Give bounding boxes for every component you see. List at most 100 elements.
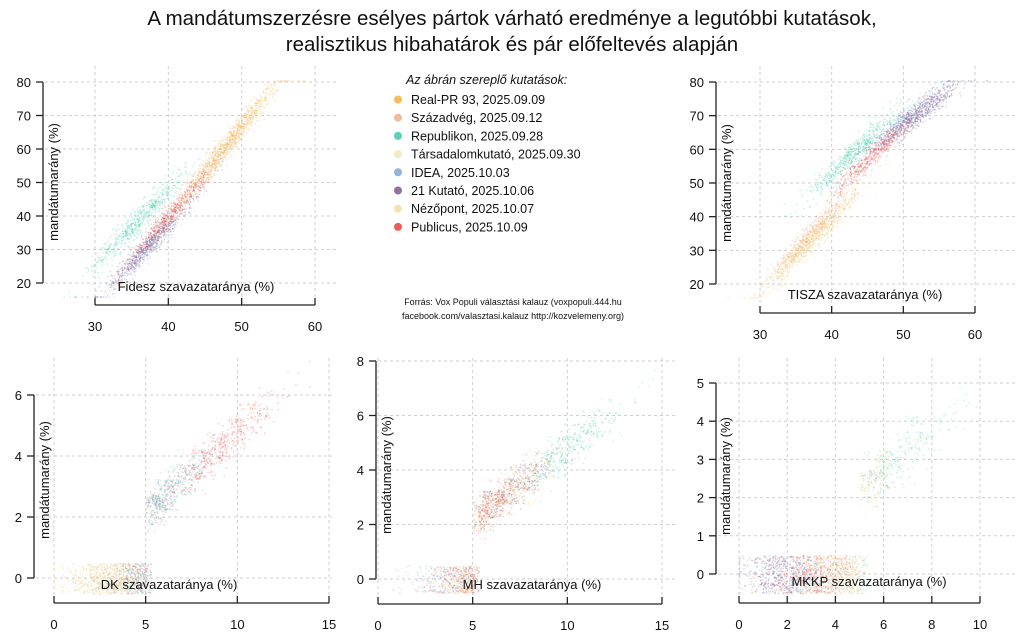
data-point — [763, 281, 765, 284]
data-point — [162, 194, 164, 196]
data-point — [129, 232, 131, 235]
data-point — [134, 249, 137, 251]
data-point — [233, 135, 236, 138]
data-point — [201, 184, 204, 186]
data-point — [123, 272, 125, 274]
data-point — [137, 263, 140, 265]
data-point — [230, 141, 232, 143]
data-point — [177, 211, 179, 214]
data-point — [152, 205, 154, 207]
data-point — [198, 176, 200, 178]
data-point — [199, 182, 201, 184]
data-point — [108, 251, 110, 253]
data-point — [209, 171, 211, 173]
data-point — [106, 251, 108, 253]
data-point — [74, 296, 76, 298]
data-point — [211, 160, 214, 162]
data-point — [233, 135, 235, 137]
data-point — [213, 148, 216, 150]
data-point — [280, 80, 282, 82]
data-point — [154, 240, 157, 243]
data-point — [97, 272, 100, 274]
data-point — [185, 201, 188, 203]
data-point — [142, 249, 145, 251]
data-point — [144, 254, 146, 256]
data-point — [848, 163, 850, 165]
data-point — [145, 241, 147, 243]
data-point — [229, 143, 232, 145]
data-point — [202, 167, 204, 170]
data-point — [232, 134, 234, 136]
data-point — [222, 151, 224, 153]
data-point — [210, 165, 212, 167]
data-point — [870, 137, 872, 140]
data-point — [143, 209, 145, 211]
data-point — [219, 143, 221, 145]
data-point — [835, 168, 837, 171]
data-point — [118, 235, 120, 237]
data-point — [232, 125, 235, 128]
data-point — [139, 211, 141, 213]
data-point — [125, 229, 127, 232]
data-point — [142, 209, 144, 212]
data-point — [188, 189, 191, 191]
data-point — [198, 193, 201, 195]
data-point — [160, 241, 163, 244]
data-point — [240, 123, 243, 125]
data-point — [124, 232, 127, 234]
data-point — [127, 266, 130, 269]
data-point — [87, 296, 89, 298]
data-point — [169, 228, 171, 230]
data-point — [201, 176, 203, 178]
data-point — [149, 242, 151, 244]
data-point — [171, 222, 173, 225]
data-point — [177, 218, 179, 220]
data-point — [154, 219, 156, 221]
data-point — [189, 185, 191, 187]
data-point — [134, 260, 137, 262]
data-point — [205, 152, 207, 155]
data-point — [150, 204, 152, 207]
data-point — [200, 177, 202, 180]
data-point — [184, 196, 187, 198]
data-point — [200, 171, 202, 174]
data-point — [116, 266, 119, 268]
data-point — [808, 223, 811, 226]
data-point — [241, 126, 243, 128]
data-point — [143, 212, 145, 214]
data-point — [143, 247, 145, 250]
data-point — [206, 170, 208, 173]
data-point — [202, 170, 205, 173]
data-point — [154, 211, 157, 213]
data-point — [137, 232, 139, 235]
series-2 — [63, 140, 216, 298]
data-point — [129, 258, 131, 260]
data-point — [142, 221, 144, 224]
data-point — [902, 107, 904, 109]
data-point — [164, 174, 166, 177]
data-point — [829, 230, 831, 232]
data-point — [160, 240, 163, 243]
data-point — [137, 229, 139, 231]
data-point — [259, 104, 261, 106]
data-point — [170, 215, 172, 217]
data-point — [890, 112, 892, 115]
data-point — [234, 139, 236, 141]
data-point — [842, 160, 844, 163]
data-point — [148, 241, 150, 243]
data-point — [868, 137, 871, 139]
data-point — [802, 238, 804, 240]
data-point — [168, 189, 170, 191]
data-point — [197, 185, 199, 187]
data-point — [874, 134, 876, 136]
data-point — [288, 80, 290, 82]
data-point — [98, 257, 100, 260]
data-point — [162, 189, 165, 192]
data-point — [157, 196, 159, 198]
data-point — [218, 145, 220, 147]
data-point — [234, 137, 236, 140]
data-point — [189, 189, 191, 191]
data-point — [246, 118, 248, 121]
data-point — [230, 135, 232, 138]
data-point — [161, 237, 163, 239]
